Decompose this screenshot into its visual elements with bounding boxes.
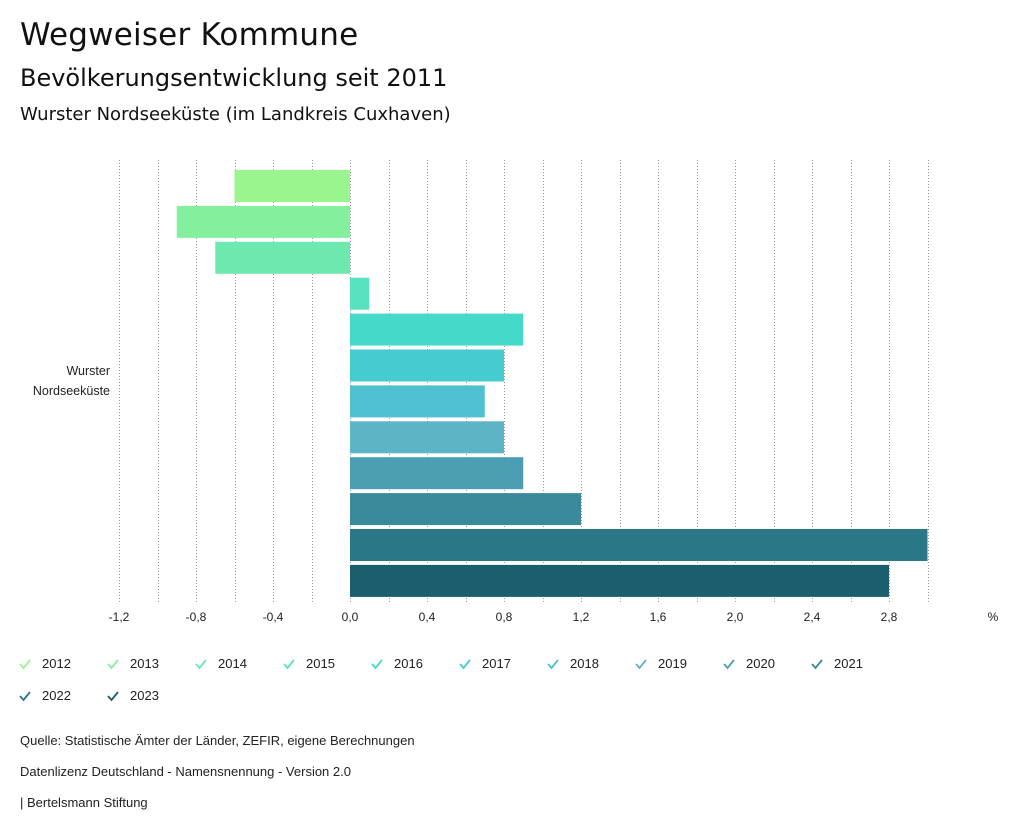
legend-label: 2023 (130, 688, 159, 703)
legend-label: 2012 (42, 656, 71, 671)
check-icon (19, 690, 31, 701)
check-icon (283, 658, 295, 669)
check-icon (547, 658, 559, 669)
legend-item-2014[interactable]: 2014 (194, 656, 247, 671)
x-tick-label: -1,2 (109, 610, 130, 624)
legend-item-2023[interactable]: 2023 (106, 688, 159, 703)
x-tick-label: -0,4 (263, 610, 284, 624)
bar-2017 (350, 349, 504, 382)
bar-2023 (350, 564, 889, 597)
bar-2016 (350, 313, 524, 346)
chart-subtitle: Bevölkerungsentwicklung seit 2011 (20, 64, 448, 92)
bar-2021 (350, 493, 581, 526)
bar-chart: -1,2 -0,8 -0,4 0,0 0,4 0,8 1,2 1,6 2,0 2,4 2,8 % Wur… (33, 160, 999, 624)
bar-2012 (234, 170, 350, 202)
region-title: Wurster Nordseeküste (im Landkreis Cuxha… (20, 104, 451, 125)
legend-label: 2019 (658, 656, 687, 671)
x-tick-label: 2,8 (881, 610, 898, 624)
x-tick-label: 0,4 (419, 610, 436, 624)
check-icon (635, 658, 647, 669)
x-tick-label: 2,0 (727, 610, 744, 624)
x-tick-label: 0,8 (496, 610, 513, 624)
legend-label: 2021 (834, 656, 863, 671)
legend-label: 2020 (746, 656, 775, 671)
check-icon (19, 658, 31, 669)
x-tick-label: 1,2 (573, 610, 590, 624)
legend-item-2016[interactable]: 2016 (370, 656, 423, 671)
legend-item-2022[interactable]: 2022 (18, 688, 71, 703)
legend-item-2015[interactable]: 2015 (282, 656, 335, 671)
legend-label: 2018 (570, 656, 599, 671)
x-tick-label: 0,0 (342, 610, 359, 624)
bar-2019 (350, 421, 504, 454)
x-tick-label: 2,4 (804, 610, 821, 624)
legend-item-2013[interactable]: 2013 (106, 656, 159, 671)
check-icon (811, 658, 823, 669)
x-tick-label: -0,8 (186, 610, 207, 624)
bar-2014 (215, 241, 350, 274)
legend-label: 2013 (130, 656, 159, 671)
legend-item-2021[interactable]: 2021 (810, 656, 863, 671)
check-icon (459, 658, 471, 669)
category-label: Wurster (66, 364, 110, 378)
check-icon (107, 658, 119, 669)
publisher-note: | Bertelsmann Stiftung (20, 795, 148, 810)
legend-label: 2016 (394, 656, 423, 671)
legend-label: 2015 (306, 656, 335, 671)
legend-label: 2022 (42, 688, 71, 703)
bar-2018 (350, 385, 485, 418)
page-title: Wegweiser Kommune (20, 17, 359, 53)
x-tick-label: 1,6 (650, 610, 667, 624)
check-icon (195, 658, 207, 669)
category-label: Nordseeküste (33, 384, 110, 398)
legend-item-2020[interactable]: 2020 (722, 656, 775, 671)
bar-2022 (350, 529, 928, 561)
legend-item-2012[interactable]: 2012 (18, 656, 71, 671)
license-note: Datenlizenz Deutschland - Namensnennung … (20, 764, 351, 779)
legend-item-2019[interactable]: 2019 (634, 656, 687, 671)
legend-item-2018[interactable]: 2018 (546, 656, 599, 671)
check-icon (371, 658, 383, 669)
bar-2020 (350, 457, 524, 490)
check-icon (107, 690, 119, 701)
legend-item-2017[interactable]: 2017 (458, 656, 511, 671)
bar-2013 (176, 205, 350, 238)
bar-2015 (350, 277, 370, 310)
x-axis-unit: % (988, 610, 999, 624)
source-note: Quelle: Statistische Ämter der Länder, Z… (20, 733, 415, 748)
legend-label: 2014 (218, 656, 247, 671)
check-icon (723, 658, 735, 669)
legend-label: 2017 (482, 656, 511, 671)
